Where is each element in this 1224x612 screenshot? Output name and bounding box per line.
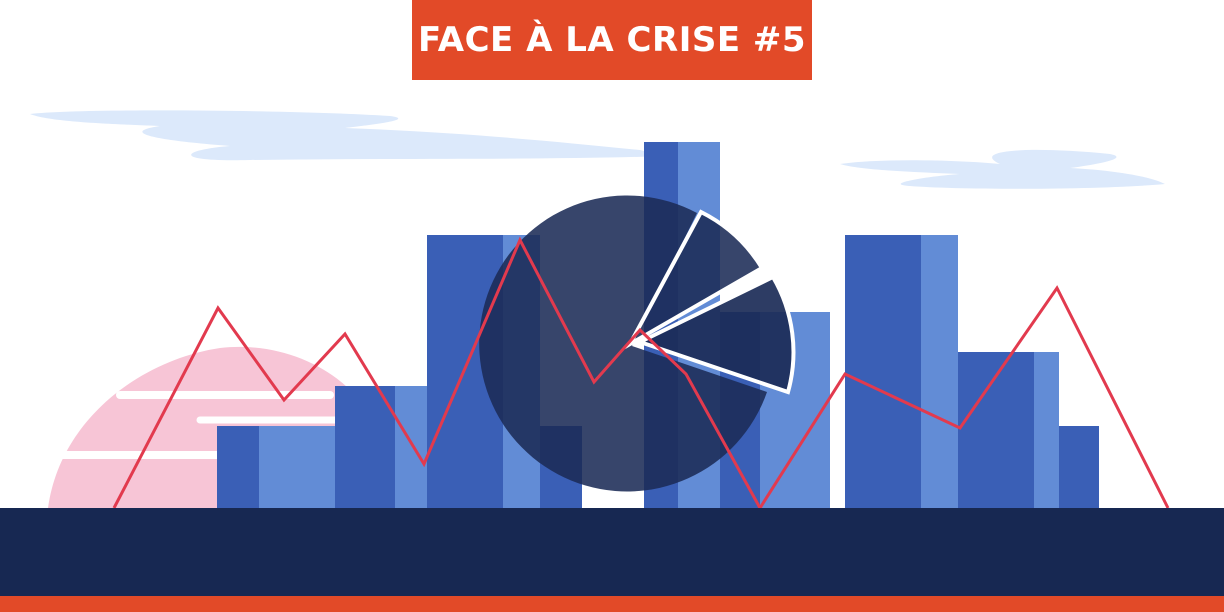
pie-main-slice [479, 195, 767, 492]
bottom-stripe [0, 596, 1224, 612]
cloud-left [30, 110, 665, 161]
title-banner: FACE À LA CRISE #5 [412, 0, 812, 80]
bar-7-light [921, 235, 958, 510]
banner-title: FACE À LA CRISE #5 [417, 20, 807, 60]
pie-exploded-slice [634, 274, 796, 395]
bar-7-dark [845, 235, 921, 510]
ground-band [0, 508, 1224, 596]
title-banner-bg [412, 0, 812, 80]
trend-line [112, 236, 1170, 511]
bar-8-light [1034, 352, 1059, 510]
bar-2-dark [335, 386, 395, 510]
pie-small-slice [624, 209, 765, 350]
bar-1-dark [217, 426, 259, 510]
pie-chart-graphic [479, 195, 796, 492]
bar-9-dark [1059, 426, 1099, 510]
cloud-right [840, 149, 1165, 189]
bar-1-light [259, 426, 335, 510]
